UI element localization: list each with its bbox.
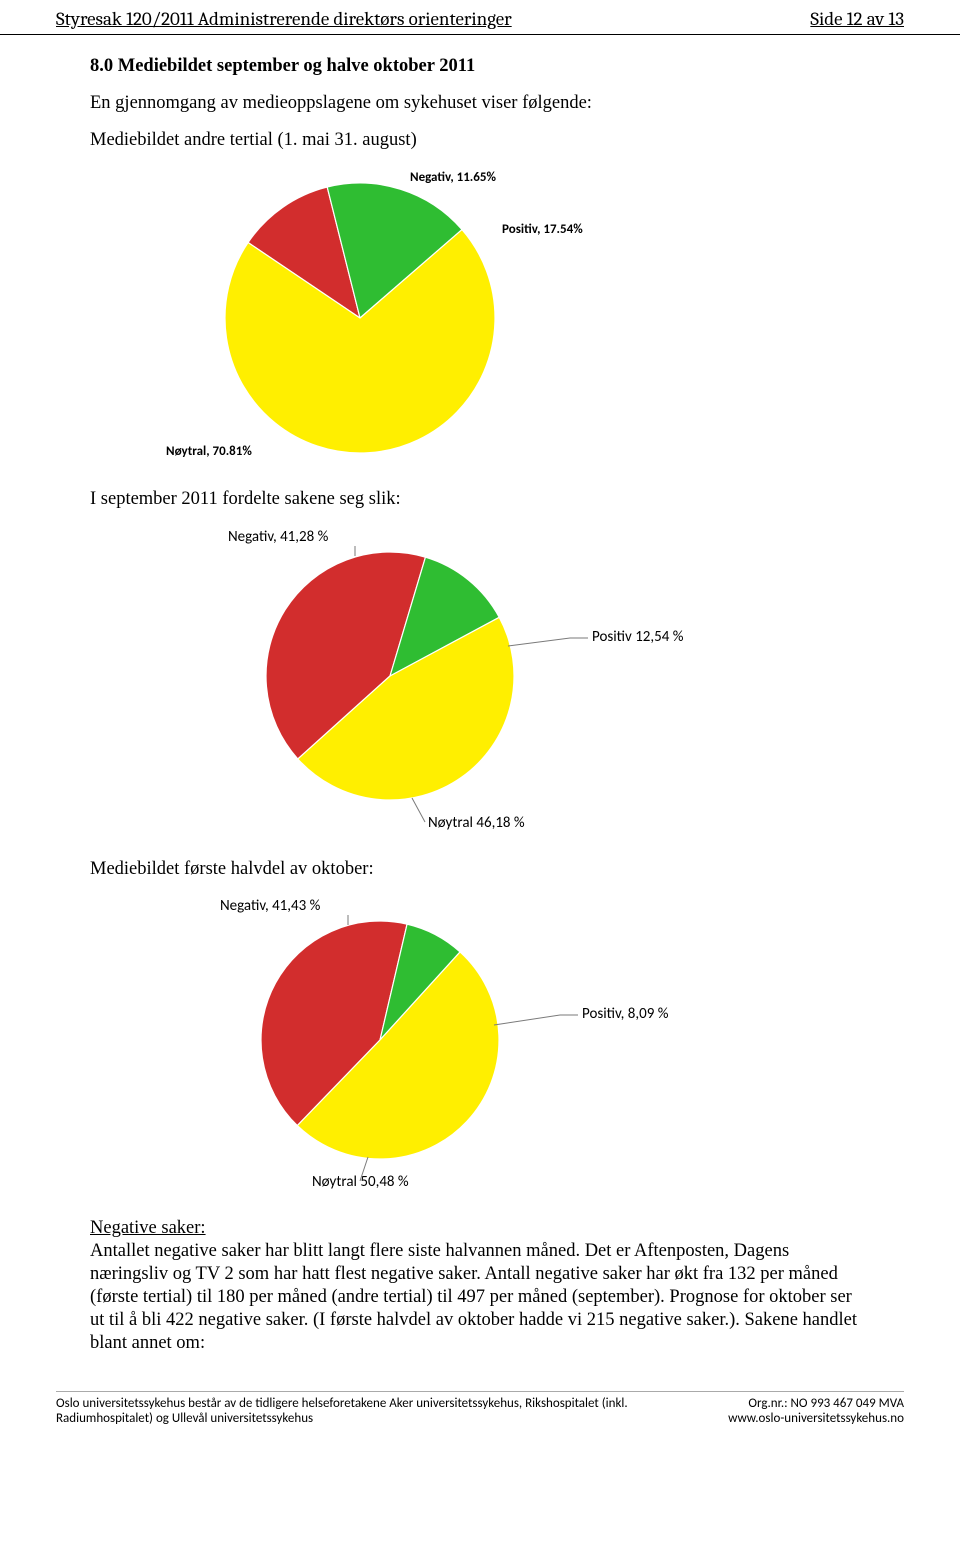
header-right: Side 12 av 13 [810,8,904,30]
footer-left-line2: Radiumhospitalet) og Ullevål universitet… [56,1411,313,1426]
chart3-label-positiv: Positiv, 8,09 % [582,1005,668,1024]
pie-chart-2-svg [150,526,770,836]
page-header: Styresak 120/2011 Administrerende direkt… [0,0,960,35]
footer-right: Org.nr.: NO 993 467 049 MVA www.oslo-uni… [728,1396,904,1426]
chart1-label-noytral: Nøytral, 70.81% [166,444,252,460]
chart3-caption: Mediebildet første halvdel av oktober: [90,858,870,881]
footer-right-line1: Org.nr.: NO 993 467 049 MVA [748,1396,904,1411]
leader-line [494,1015,578,1025]
footer-left: Oslo universitetssykehus består av de ti… [56,1396,628,1426]
header-left: Styresak 120/2011 Administrerende direkt… [56,8,512,30]
pie-chart-3-svg [150,895,770,1195]
pie-chart-1-svg [170,166,690,466]
chart1-label-negativ: Negativ, 11.65% [410,170,496,186]
chart2-label-positiv: Positiv 12,54 % [592,628,683,647]
footer-right-line2: www.oslo-universitetssykehus.no [728,1411,904,1426]
pie-chart-1: Negativ, 11.65% Positiv, 17.54% Nøytral,… [170,166,870,466]
chart3-label-negativ: Negativ, 41,43 % [220,897,320,916]
chart1-label-positiv: Positiv, 17.54% [502,222,583,238]
chart2-caption: I september 2011 fordelte sakene seg sli… [90,488,870,511]
content: 8.0 Mediebildet september og halve oktob… [0,35,960,1355]
page-footer: Oslo universitetssykehus består av de ti… [0,1392,960,1454]
page: Styresak 120/2011 Administrerende direkt… [0,0,960,1454]
negative-paragraph: Negative saker: Antallet negative saker … [90,1217,870,1356]
leader-line [508,638,588,646]
chart2-label-negativ: Negativ, 41,28 % [228,528,328,547]
leader-line [412,798,425,822]
footer-left-line1: Oslo universitetssykehus består av de ti… [56,1396,628,1411]
section-heading: 8.0 Mediebildet september og halve oktob… [90,55,870,78]
chart3-label-noytral: Nøytral 50,48 % [312,1173,409,1192]
negative-heading: Negative saker: [90,1218,206,1238]
pie-chart-3: Negativ, 41,43 % Positiv, 8,09 % Nøytral… [150,895,870,1195]
intro-text: En gjennomgang av medieoppslagene om syk… [90,92,870,115]
chart1-caption: Mediebildet andre tertial (1. mai 31. au… [90,129,870,152]
negative-body: Antallet negative saker har blitt langt … [90,1241,857,1354]
pie-chart-2: Negativ, 41,28 % Positiv 12,54 % Nøytral… [150,526,870,836]
chart2-label-noytral: Nøytral 46,18 % [428,814,525,833]
